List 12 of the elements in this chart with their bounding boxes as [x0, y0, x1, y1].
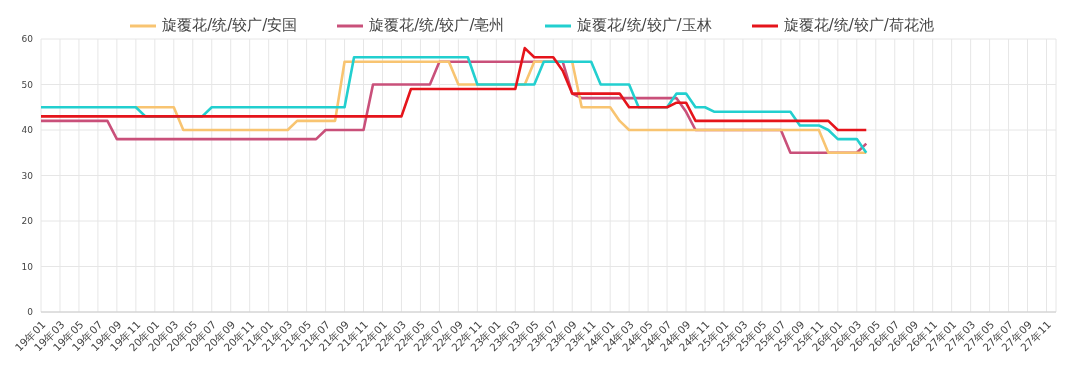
- y-tick-label: 20: [21, 216, 34, 227]
- y-tick-label: 10: [21, 261, 34, 272]
- legend-label: 旋覆花/统/较广/安国: [162, 16, 298, 35]
- legend-label: 旋覆花/统/较广/亳州: [369, 16, 505, 35]
- line-series: [41, 46, 868, 132]
- legend-label: 旋覆花/统/较广/玉林: [576, 16, 712, 35]
- y-tick-label: 60: [21, 34, 34, 45]
- y-tick-label: 0: [27, 307, 34, 318]
- y-tick-label: 40: [21, 125, 34, 136]
- y-tick-label: 50: [21, 79, 34, 90]
- legend-label: 旋覆花/统/较广/荷花池: [783, 16, 934, 35]
- y-tick-label: 30: [21, 170, 34, 181]
